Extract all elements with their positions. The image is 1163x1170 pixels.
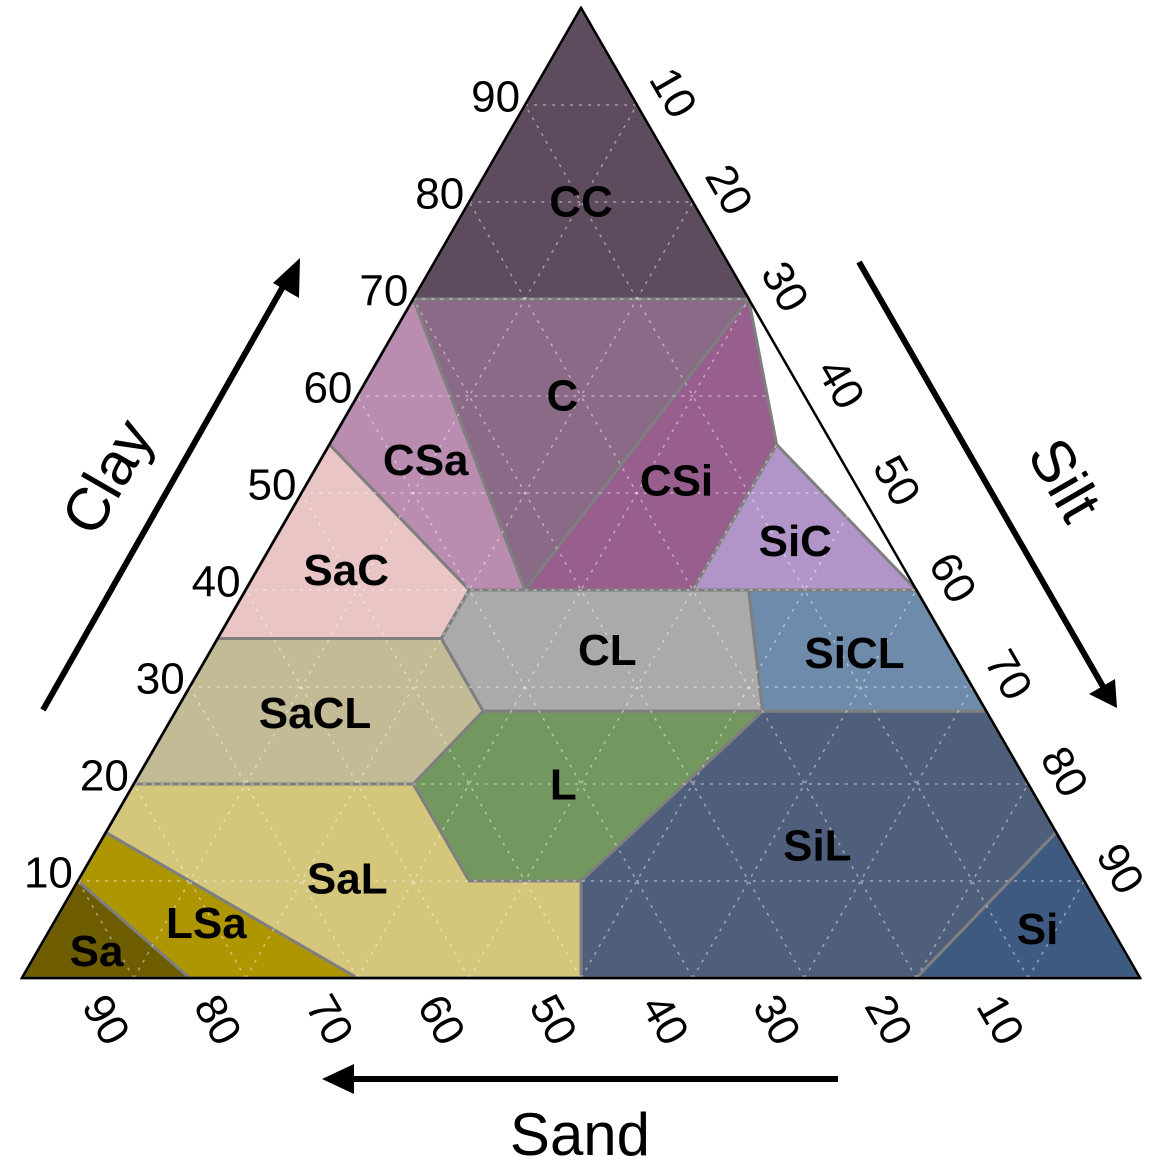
gridline <box>133 104 638 979</box>
gridline <box>77 880 135 979</box>
sand-tick-label: 30 <box>743 987 810 1054</box>
silt-axis-title: Silt <box>1015 427 1115 533</box>
region-label-cc: CC <box>549 178 613 227</box>
sand-tick-label: 80 <box>184 987 251 1054</box>
region-label-sacl: SaCL <box>259 689 371 738</box>
region-label-sil: SiL <box>783 822 851 871</box>
sand-tick-label: 70 <box>296 987 363 1054</box>
clay-tick-label: 40 <box>192 558 241 607</box>
silt-tick-label: 20 <box>695 157 762 224</box>
gridline <box>692 589 918 979</box>
region-label-cl: CL <box>578 626 637 675</box>
grid-layer <box>77 104 1085 979</box>
silt-tick-label: 70 <box>975 642 1042 709</box>
region-label-sa: Sa <box>70 927 124 976</box>
clay-tick-label: 90 <box>471 73 520 122</box>
clay-tick-label: 80 <box>415 170 464 219</box>
clay-tick-label: 50 <box>248 461 297 510</box>
region-label-lsa: LSa <box>166 899 247 948</box>
gridline <box>580 492 862 979</box>
region-label-sic: SiC <box>759 517 832 566</box>
region-label-si: Si <box>1017 905 1059 954</box>
gridline <box>244 589 470 979</box>
region-label-sac: SaC <box>303 546 389 595</box>
silt-tick-label: 80 <box>1031 739 1098 806</box>
region-label-csi: CSi <box>640 456 713 505</box>
silt-tick-label: 30 <box>751 254 818 321</box>
clay-axis-arrow <box>40 274 292 712</box>
sand-axis-title: Sand <box>510 1101 650 1168</box>
sand-tick-label: 40 <box>631 987 698 1054</box>
silt-tick-label: 50 <box>863 448 930 515</box>
clay-tick-label: 20 <box>80 752 129 801</box>
region-cc <box>411 6 751 301</box>
gridline <box>356 395 694 979</box>
sand-tick-label: 60 <box>408 987 475 1054</box>
gridline <box>133 783 247 979</box>
silt-tick-label: 60 <box>919 545 986 612</box>
clay-tick-label: 70 <box>359 267 408 316</box>
gridline <box>803 686 973 979</box>
clay-tick-label: 30 <box>136 655 185 704</box>
sand-tick-label: 50 <box>520 987 587 1054</box>
clay-tick-label: 10 <box>24 849 73 898</box>
region-label-sal: SaL <box>307 854 388 903</box>
sand-tick-label: 90 <box>72 987 139 1054</box>
gridline <box>189 686 359 979</box>
silt-axis-arrow <box>856 260 1108 692</box>
clay-arrow-head <box>273 258 300 298</box>
silt-tick-label: 90 <box>1087 836 1154 903</box>
silt-tick-label: 40 <box>807 351 874 418</box>
gridline <box>524 104 1029 979</box>
sand-arrow-head <box>322 1064 354 1094</box>
sand-tick-label: 20 <box>855 987 922 1054</box>
region-label-c: C <box>546 372 578 421</box>
triangle-outline <box>19 5 1143 980</box>
gridline <box>915 783 1029 979</box>
region-label-l: L <box>550 761 577 810</box>
gridline <box>300 492 582 979</box>
silt-arrow-head <box>1089 679 1117 708</box>
silt-tick-label: 10 <box>639 60 706 127</box>
gridline <box>1027 880 1085 979</box>
region-label-csa: CSa <box>383 436 469 485</box>
region-label-sicl: SiCL <box>804 629 904 678</box>
clay-tick-label: 60 <box>303 364 352 413</box>
regions-layer <box>20 6 1142 980</box>
sand-tick-label: 10 <box>967 987 1034 1054</box>
gridline <box>468 395 806 979</box>
